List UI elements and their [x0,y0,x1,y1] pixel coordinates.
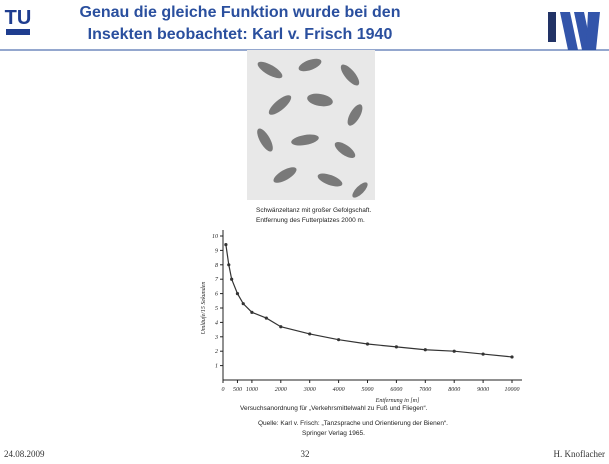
tu-logo: TU [4,4,32,38]
y-tick-label: 1 [215,364,218,370]
data-point [424,348,427,351]
data-point [279,325,282,328]
data-point [250,311,253,314]
x-tick-label: 6000 [390,387,402,393]
x-tick-label: 1000 [246,387,258,393]
x-tick-label: 8000 [448,387,460,393]
data-point [510,355,513,358]
data-point [230,278,233,281]
chart-caption: Quelle: Karl v. Frisch: „Tanzsprache und… [258,420,448,427]
title-line: Insekten beobachtet: Karl v. Frisch 1940 [88,26,393,43]
x-tick-label: 9000 [477,387,489,393]
slide: TU Genau die gleiche Funktion wurde bei … [0,0,609,464]
x-axis-label: Entfernung in [m] [375,397,420,404]
title-line: Genau die gleiche Funktion wurde bei den [80,4,401,21]
data-point [366,342,369,345]
footer-page: 32 [301,449,310,459]
chart-caption: Springer Verlag 1965. [302,430,365,437]
x-tick-label: 0 [222,387,225,393]
y-axis-label: Umläufe/15 Sekunden [200,282,207,335]
x-tick-label: 3000 [303,387,316,393]
y-tick-label: 3 [214,335,218,341]
data-point [395,345,398,348]
bee-image [247,50,375,200]
data-point [482,352,485,355]
x-tick-label: 7000 [419,387,431,393]
chart-caption: Versuchsanordnung für „Verkehrsmittelwah… [240,405,428,412]
data-point [236,292,239,295]
figure-caption: Entfernung des Futterplatzes 2000 m. [256,217,365,224]
y-tick-label: 2 [215,349,218,355]
x-tick-label: 10000 [505,387,520,393]
y-tick-label: 10 [212,234,218,240]
y-tick-label: 6 [215,292,218,298]
footer-date: 24.08.2009 [4,449,45,459]
y-tick-label: 8 [215,263,218,269]
data-point [224,243,227,246]
x-tick-label: 500 [233,387,242,393]
data-point [265,316,268,319]
y-tick-label: 4 [215,319,218,326]
x-tick-label: 2000 [275,387,287,393]
x-tick-label: 5000 [362,387,374,393]
x-tick-label: 4000 [333,386,345,393]
data-point [308,332,311,335]
y-tick-label: 5 [215,306,218,312]
data-point [453,350,456,353]
data-point [337,338,340,341]
svg-text:TU: TU [5,7,32,29]
figure-caption: Schwänzeltanz mit großer Gefolgschaft. [256,207,371,214]
data-point [227,263,230,266]
data-point [242,302,245,305]
footer-author: H. Knoflacher [554,449,605,459]
y-tick-label: 9 [215,248,218,254]
